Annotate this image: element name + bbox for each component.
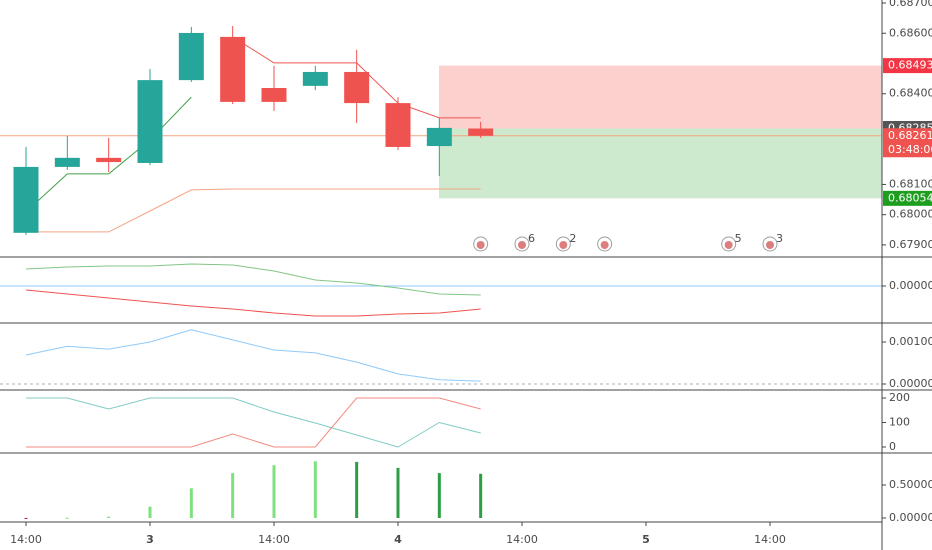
- indicator-line: [26, 188, 481, 233]
- histogram-bar: [24, 517, 28, 519]
- candle-body: [468, 128, 494, 136]
- candle-body: [302, 71, 328, 86]
- histogram-bar: [396, 467, 400, 518]
- y-tick-label: 0.00000: [889, 511, 932, 524]
- event-count: 6: [528, 232, 535, 245]
- countdown-tag: [883, 142, 932, 158]
- y-tick-label: 0.68700: [889, 0, 932, 9]
- price-tag: [883, 58, 932, 74]
- price-tag-label: 0.68261: [888, 129, 932, 142]
- candle-body: [54, 157, 80, 167]
- histogram-bar: [479, 473, 483, 518]
- y-tick-label: 0.00000: [889, 279, 932, 292]
- histogram-bar: [231, 473, 235, 518]
- event-flag: [517, 241, 526, 249]
- y-tick-label: 0: [889, 440, 896, 453]
- x-tick-label: 14:00: [10, 533, 42, 546]
- candle-body: [178, 32, 204, 81]
- histogram-bar: [272, 465, 276, 518]
- y-tick-label: 100: [889, 416, 910, 429]
- histogram-bar: [437, 473, 441, 518]
- candle-body: [137, 80, 163, 163]
- price-tag: [883, 190, 932, 206]
- x-tick-label: 5: [642, 533, 650, 546]
- chart-layer: 6 2 5 314:00 3 14:00 4 14:00 5 14:000.684930.6828…: [0, 26, 932, 546]
- histogram-bar: [148, 506, 152, 518]
- indicator-line: [25, 263, 481, 296]
- y-tick-label: 0.67900: [889, 238, 932, 251]
- x-tick-label: 14:00: [754, 533, 786, 546]
- event-flag: [600, 241, 609, 249]
- candle-body: [13, 166, 39, 233]
- indicator-line: [26, 397, 481, 448]
- x-tick-label: 3: [146, 533, 154, 546]
- y-tick-label: 0.00100: [889, 335, 932, 348]
- price-tag-label: 0.68493: [888, 59, 932, 72]
- y-tick-label: 0.68400: [889, 87, 932, 100]
- y-tick-label: 0.68000: [889, 208, 932, 221]
- y-tick-label: 0.00000: [889, 377, 932, 390]
- x-tick-label: 14:00: [506, 533, 538, 546]
- y-tick-label: 0.68100: [889, 177, 932, 190]
- y-tick-label: 0.68600: [889, 26, 932, 39]
- histogram-bar: [65, 517, 69, 519]
- event-flag: [765, 241, 774, 249]
- candle-body: [344, 71, 370, 104]
- event-flag: [476, 241, 485, 249]
- indicator-line: [26, 397, 481, 448]
- indicator-line: [25, 96, 192, 213]
- candle-body: [385, 103, 411, 147]
- price-tag-label: 0.68054: [888, 191, 932, 204]
- event-count: 2: [569, 232, 576, 245]
- histogram-bar: [107, 516, 111, 518]
- histogram-bar: [189, 488, 193, 518]
- histogram-bar: [313, 461, 317, 518]
- histogram-bar: [355, 461, 359, 518]
- indicator-line: [25, 289, 481, 317]
- y-tick-label: 200: [889, 391, 910, 404]
- candle-body: [261, 87, 287, 102]
- event-flag: [724, 241, 733, 249]
- event-count: 3: [776, 232, 783, 245]
- x-tick-label: 4: [394, 533, 402, 546]
- candle-body: [220, 36, 246, 102]
- indicator-line: [25, 329, 481, 382]
- y-tick-label: 0.50000: [889, 478, 932, 491]
- candle-body: [96, 157, 122, 163]
- event-count: 5: [735, 232, 742, 245]
- x-tick-label: 14:00: [258, 533, 290, 546]
- price-tag: [883, 128, 932, 144]
- event-flag: [559, 241, 568, 249]
- countdown-label: 03:48:06: [888, 143, 932, 156]
- candle-body: [426, 127, 452, 147]
- stop-zone: [439, 128, 882, 199]
- target-zone: [439, 65, 882, 129]
